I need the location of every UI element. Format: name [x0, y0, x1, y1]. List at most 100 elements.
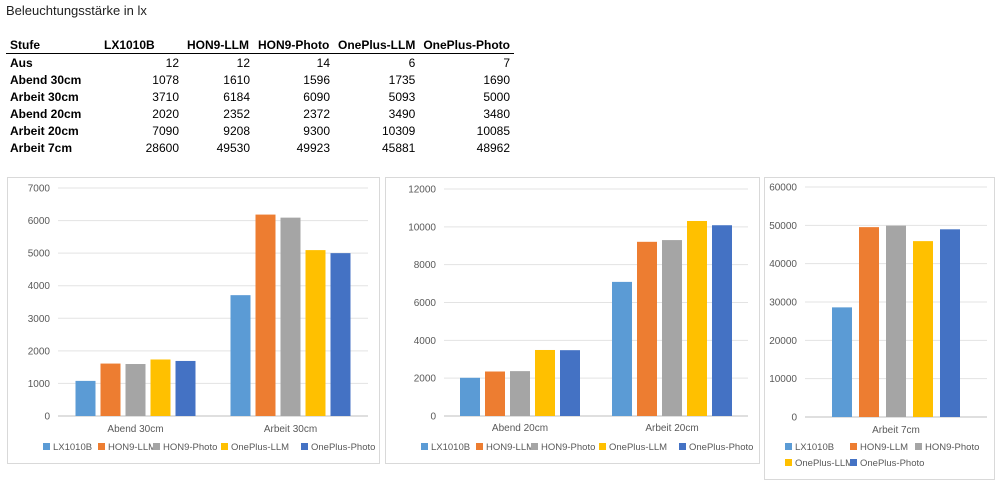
bar-oneplus-llm	[305, 250, 326, 416]
table-cell: 5093	[388, 89, 416, 104]
header-oneplus-photo: OnePlus-Photo	[419, 37, 515, 54]
table-cell: 49530	[216, 140, 250, 155]
table-cell: 9300	[303, 123, 330, 138]
bar-oneplus-photo	[940, 229, 960, 417]
row-label: Arbeit 30cm	[10, 89, 79, 104]
table-cell: 6	[408, 55, 416, 70]
legend-entry: OnePlus-Photo	[311, 442, 375, 453]
legend-swatch	[531, 443, 538, 450]
legend-swatch	[785, 459, 792, 466]
category-label: Arbeit 30cm	[264, 424, 317, 435]
legend-swatch	[915, 443, 922, 450]
table-cell: 45881	[381, 140, 416, 155]
y-tick-label: 0	[44, 412, 50, 423]
table-cell: 12	[236, 55, 250, 70]
y-tick-label: 7000	[28, 184, 51, 195]
y-tick-label: 30000	[769, 298, 797, 309]
table-cell: 6184	[223, 89, 250, 104]
table-cell: 1690	[483, 72, 511, 87]
table-body: Aus 12 12 14 6 7 Abend 30cm 1078 1610 1596 1735 169…	[6, 54, 514, 157]
bar-hon9-llm	[859, 227, 879, 417]
header-hon9-photo: HON9-Photo	[254, 37, 334, 54]
table-cell: 10085	[476, 123, 511, 138]
y-tick-label: 4000	[414, 336, 437, 347]
header-hon9-llm: HON9-LLM	[183, 37, 254, 54]
y-tick-label: 5000	[28, 249, 51, 260]
bar-hon9-photo	[280, 217, 301, 416]
y-tick-label: 10000	[408, 222, 436, 233]
table-row: Aus 12 12 14 6 7	[6, 54, 514, 72]
row-label: Arbeit 20cm	[10, 123, 79, 138]
legend-entry: HON9-Photo	[163, 442, 217, 453]
category-label: Abend 30cm	[107, 424, 163, 435]
y-tick-label: 2000	[414, 374, 437, 385]
legend-swatch	[421, 443, 428, 450]
table-cell: 48962	[476, 140, 511, 155]
chart-7cm: 0 10000 20000 30000 40000 50000 60000 Arbeit 7c…	[769, 183, 987, 469]
chart-30cm: 0 1000 2000 3000 4000 5000 6000 7000 Abend 30cm A…	[28, 184, 376, 454]
y-tick-label: 0	[430, 412, 436, 423]
legend-swatch	[850, 459, 857, 466]
legend-swatch	[850, 443, 857, 450]
legend-entry: HON9-LLM	[108, 442, 156, 453]
legend-entry: HON9-LLM	[860, 442, 908, 453]
chart-20cm: 0 2000 4000 6000 8000 10000 12000 Abend 20cm Arb…	[408, 185, 753, 454]
category-label: Arbeit 7cm	[872, 425, 920, 436]
bar-oneplus-llm	[913, 241, 933, 417]
legend-entry: OnePlus-LLM	[609, 442, 667, 453]
row-label: Abend 20cm	[10, 106, 82, 121]
y-tick-label: 1000	[28, 379, 51, 390]
legend-swatch	[679, 443, 686, 450]
chart-7cm-panel: 0 10000 20000 30000 40000 50000 60000 Arbeit 7c…	[764, 177, 995, 480]
header-lx1010b: LX1010B	[100, 37, 183, 54]
table-cell: 14	[316, 55, 330, 70]
y-tick-label: 12000	[408, 185, 436, 196]
table-cell: 1610	[223, 72, 250, 87]
chart-20cm-panel: 0 2000 4000 6000 8000 10000 12000 Abend 20cm Arb…	[385, 177, 760, 464]
table-cell: 2020	[152, 106, 179, 121]
chart-30cm-panel: 0 1000 2000 3000 4000 5000 6000 7000 Abend 30cm A…	[7, 177, 380, 464]
bar-oneplus-photo	[175, 360, 196, 416]
bar-hon9-llm	[255, 214, 276, 416]
sheet-heading: Beleuchtungsstärke in lx	[6, 3, 147, 18]
table-cell: 1735	[388, 72, 416, 87]
y-tick-label: 8000	[414, 260, 437, 271]
table-cell: 1078	[152, 72, 179, 87]
bar-hon9-llm	[637, 241, 657, 416]
bar-lx1010b	[612, 281, 632, 416]
table-cell: 2352	[223, 106, 250, 121]
bar-lx1010b	[230, 295, 251, 416]
category-label: Abend 20cm	[492, 423, 548, 434]
bar-hon9-photo	[510, 371, 530, 416]
legend-entry: OnePlus-Photo	[689, 442, 753, 453]
legend-swatch	[301, 443, 308, 450]
data-table: Stufe LX1010B HON9-LLM HON9-Photo OnePlu…	[6, 37, 515, 157]
legend-swatch	[599, 443, 606, 450]
legend-swatch	[221, 443, 228, 450]
y-tick-label: 6000	[28, 216, 51, 227]
table-row: Arbeit 7cm 28600 49530 49923 45881 48962	[6, 139, 514, 156]
header-stufe: Stufe	[6, 37, 100, 54]
legend-swatch	[785, 443, 792, 450]
table-cell: 5000	[483, 89, 511, 104]
table-cell: 2372	[303, 106, 330, 121]
legend-entry: OnePlus-Photo	[860, 458, 924, 469]
y-tick-label: 60000	[769, 183, 797, 194]
y-tick-label: 2000	[28, 346, 51, 357]
bar-hon9-photo	[125, 364, 146, 416]
row-label: Arbeit 7cm	[10, 140, 73, 155]
y-tick-label: 4000	[28, 281, 51, 292]
legend-entry: LX1010B	[795, 442, 834, 453]
y-tick-label: 40000	[769, 259, 797, 270]
category-label: Arbeit 20cm	[645, 423, 698, 434]
bar-hon9-llm	[100, 363, 121, 416]
table-cell: 12	[165, 55, 179, 70]
table-row: Abend 30cm 1078 1610 1596 1735 1690	[6, 71, 514, 88]
legend-entry: HON9-Photo	[541, 442, 595, 453]
table-cell: 3710	[152, 89, 179, 104]
bar-lx1010b	[75, 380, 96, 416]
legend-entry: LX1010B	[431, 442, 470, 453]
bar-oneplus-photo	[560, 350, 580, 416]
header-oneplus-llm: OnePlus-LLM	[334, 37, 420, 54]
table-row: Arbeit 20cm 7090 9208 9300 10309 10085	[6, 122, 514, 139]
